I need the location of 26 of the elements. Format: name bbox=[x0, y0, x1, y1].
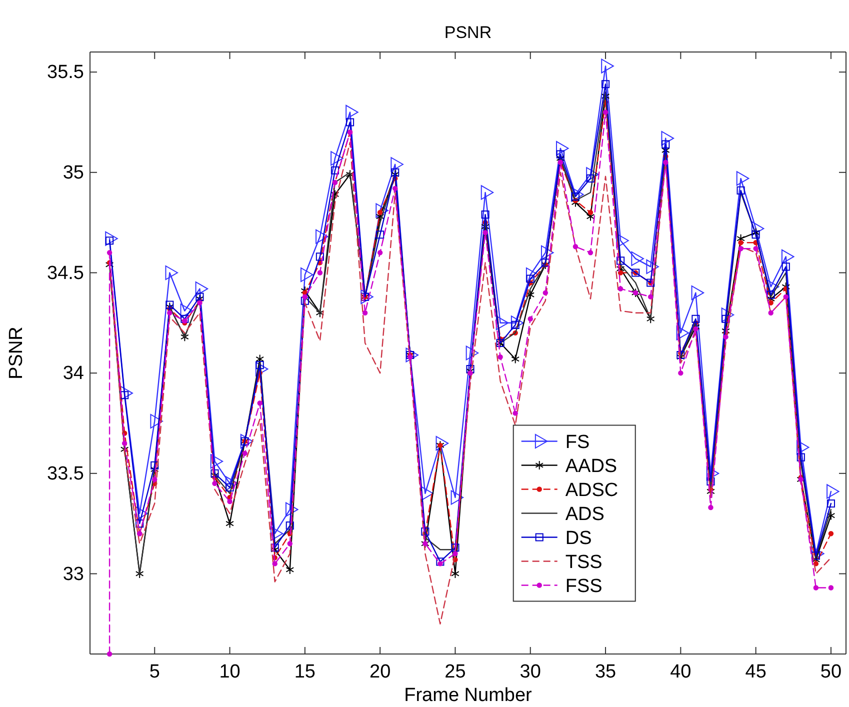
y-tick-label: 35.5 bbox=[47, 62, 84, 84]
legend-label: FS bbox=[565, 432, 590, 453]
x-tick-label: 5 bbox=[149, 661, 160, 682]
x-tick-label: 45 bbox=[745, 661, 766, 682]
y-axis-title: PSNR bbox=[6, 326, 27, 380]
x-axis-title: Frame Number bbox=[404, 685, 533, 706]
x-tick-label: 25 bbox=[444, 661, 466, 682]
x-tick-label: 50 bbox=[820, 661, 842, 682]
x-tick-label: 10 bbox=[219, 661, 240, 682]
x-tick-label: 20 bbox=[370, 661, 391, 682]
y-tick-label: 34 bbox=[62, 363, 84, 384]
legend-label: FSS bbox=[565, 576, 602, 597]
legend-label: ADSC bbox=[565, 480, 618, 501]
legend-label: ADS bbox=[565, 504, 604, 525]
x-tick-label: 30 bbox=[520, 661, 541, 682]
x-tick-label: 40 bbox=[670, 661, 692, 682]
legend-label: DS bbox=[565, 528, 592, 549]
x-tick-label: 35 bbox=[594, 661, 616, 682]
y-tick-label: 33.5 bbox=[47, 463, 84, 484]
y-tick-label: 33 bbox=[62, 564, 84, 585]
legend-label: AADS bbox=[565, 456, 618, 477]
y-tick-label: 35 bbox=[62, 162, 84, 184]
chart-title: PSNR bbox=[444, 23, 492, 42]
x-tick-label: 15 bbox=[294, 661, 316, 682]
y-tick-label: 34.5 bbox=[47, 262, 84, 284]
legend-label: TSS bbox=[565, 552, 602, 573]
